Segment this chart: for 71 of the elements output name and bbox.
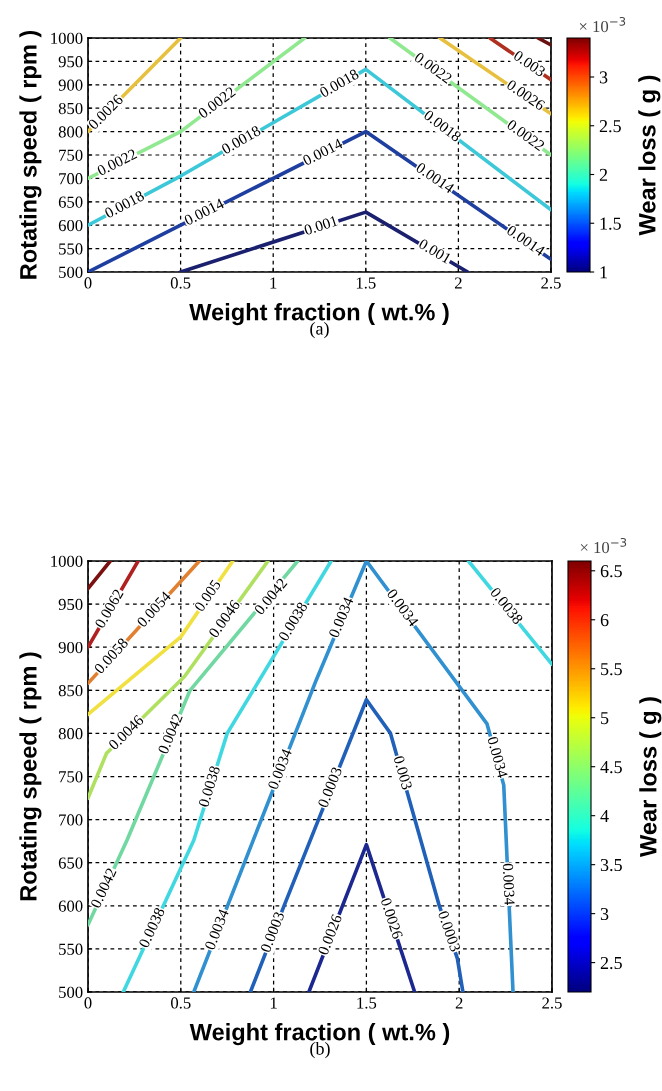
- annotation: 0.0034: [502, 863, 515, 906]
- annotation: 0.0038: [198, 765, 221, 808]
- y-tick-label: 650: [58, 196, 83, 208]
- y-tick-label: 850: [58, 102, 83, 115]
- y-tick-label: 900: [58, 641, 83, 654]
- annotation: 0.0034: [204, 908, 230, 951]
- color-bar-label: 4: [600, 810, 609, 822]
- color-bar-label: 4.5: [600, 761, 622, 774]
- y-tick-label: 950: [58, 56, 83, 68]
- annotation: 0.0034: [328, 596, 354, 639]
- annotation: 0.003: [512, 49, 547, 78]
- y-tick-label: 600: [58, 219, 83, 232]
- color-bar-label: 5.5: [601, 663, 622, 676]
- y-axis-title: Rotating speed ( rpm ): [19, 30, 42, 279]
- y-axis-title: Rotating speed ( rpm ): [19, 652, 42, 901]
- x-tick-label: 1: [270, 997, 277, 1009]
- y-tick-label: 1000: [51, 32, 83, 44]
- x-tick-label: 2.5: [541, 277, 561, 289]
- x-tick-label: 1.5: [356, 277, 376, 289]
- y-tick-label: 800: [58, 728, 83, 740]
- annotation: 0.0026: [317, 913, 343, 956]
- color-bar-label: 3: [599, 71, 608, 84]
- annotation: 0.0003: [437, 910, 461, 953]
- y-tick-label: 700: [59, 173, 83, 185]
- annotation: 0.0034: [267, 747, 293, 791]
- y-tick-label: 500: [59, 986, 83, 998]
- annotation: 0.0003: [260, 911, 285, 953]
- annotation: 0.001: [303, 215, 339, 236]
- x-tick-label: 1.5: [357, 997, 377, 1009]
- y-tick-label: 500: [59, 266, 83, 278]
- x-tick-label: 2: [455, 997, 463, 1009]
- y-tick-label: 650: [58, 857, 83, 869]
- color-bar-label: 1: [600, 266, 607, 279]
- y-tick-label: 900: [58, 79, 83, 91]
- y-tick-label: 550: [59, 243, 83, 255]
- y-tick-label: 1000: [51, 555, 83, 567]
- text: × 10$^{−3}$: [580, 537, 627, 554]
- color-bar-label: 1.5: [600, 217, 621, 230]
- annotation: 0.001: [418, 238, 452, 264]
- y-tick-label: 950: [58, 598, 83, 611]
- color-bar-label: 2.5: [599, 120, 621, 133]
- x-tick-label: 2.5: [542, 997, 562, 1009]
- x-tick-label: 0.5: [171, 997, 191, 1009]
- x-tick-label: 2: [454, 277, 462, 289]
- text: × 10$^{−3}$: [579, 16, 626, 33]
- x-tick-label: 0: [84, 277, 92, 289]
- x-tick-label: 1: [270, 277, 277, 289]
- annotation: 0.0042: [157, 713, 183, 755]
- y-tick-label: 750: [59, 149, 83, 161]
- x-tick-label: 0: [84, 997, 92, 1009]
- y-tick-label: 600: [58, 900, 83, 912]
- annotation: 0.0034: [487, 736, 509, 779]
- y-tick-label: 700: [59, 814, 83, 826]
- color-bar-label: 2: [599, 168, 608, 181]
- color-bar-label: 3: [600, 907, 609, 921]
- color-bar-title: Wear loss ( g ): [638, 75, 661, 236]
- annotation: 0.003: [393, 755, 413, 791]
- color-bar-label: 6: [600, 614, 609, 627]
- annotation: 0.0038: [138, 906, 166, 949]
- y-tick-label: 800: [58, 126, 83, 138]
- annotation: 0.0026: [380, 897, 404, 940]
- y-tick-label: 750: [59, 771, 83, 783]
- x-tick-label: 0.5: [170, 277, 191, 289]
- color-bar-label: 3.5: [600, 858, 622, 872]
- color-bar-title: Wear loss ( g ): [639, 697, 662, 857]
- y-tick-label: 850: [58, 685, 83, 697]
- annotation: 0.0003: [317, 766, 343, 809]
- color-bar-label: 6.5: [600, 565, 622, 578]
- color-bar-label: 5: [601, 712, 609, 725]
- y-tick-label: 550: [59, 943, 83, 955]
- color-bar-label: 2.5: [600, 956, 622, 970]
